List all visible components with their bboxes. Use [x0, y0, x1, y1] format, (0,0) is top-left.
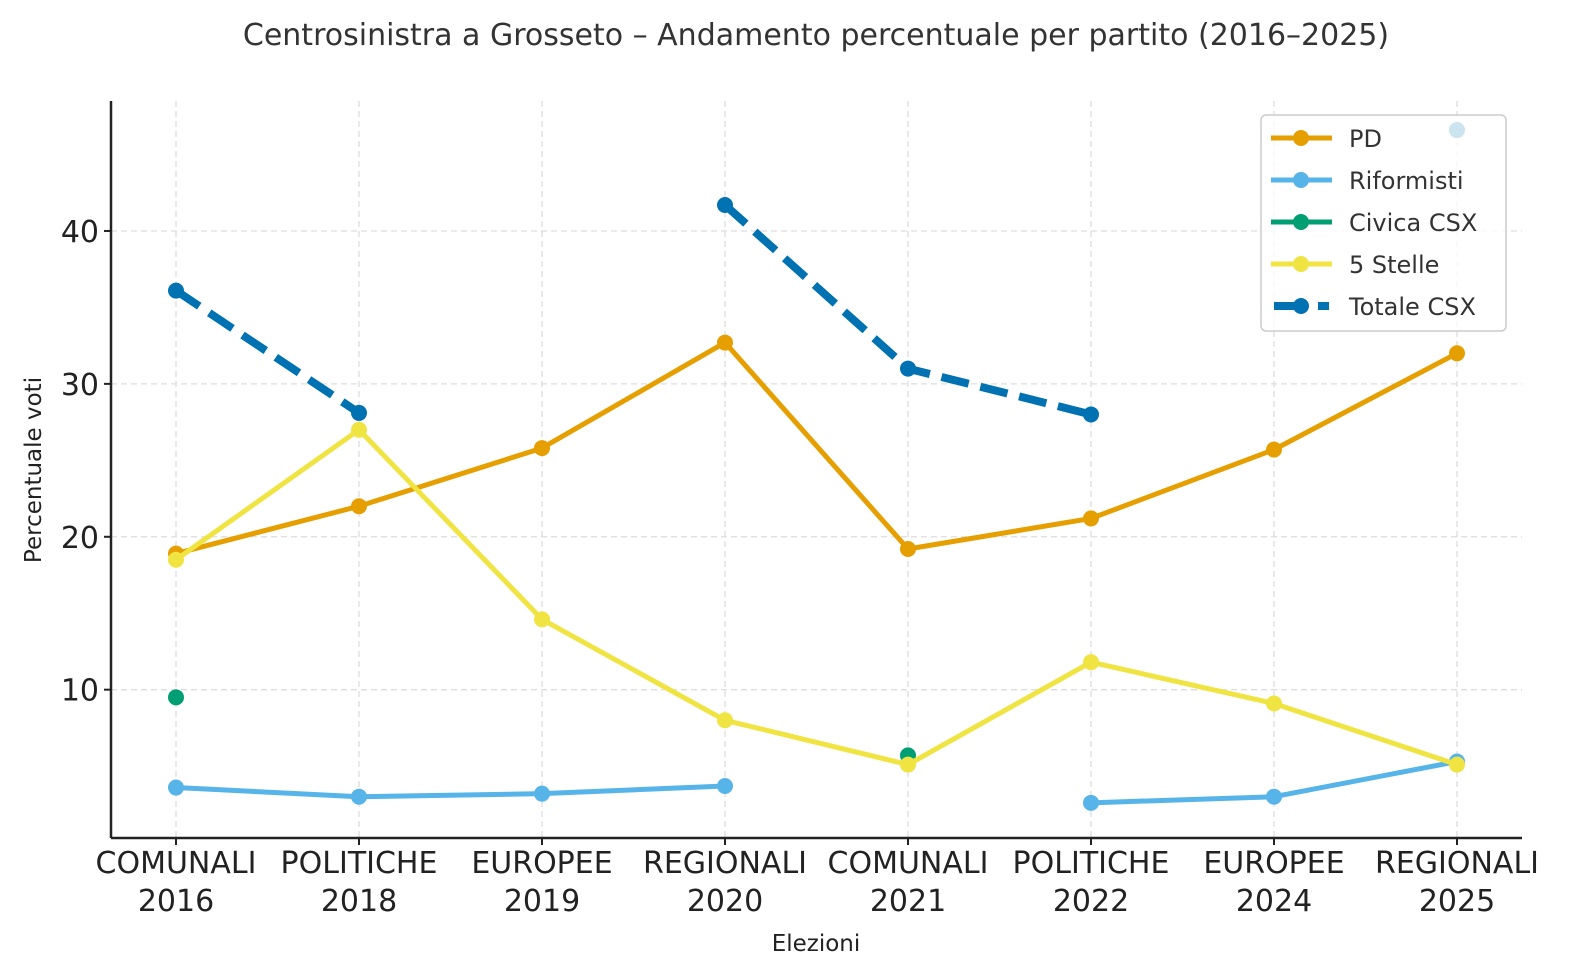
data-point — [717, 778, 733, 795]
x-tick-label: REGIONALI 2020 — [643, 846, 807, 919]
legend-marker — [1293, 172, 1309, 188]
x-axis-label: Elezioni — [772, 931, 861, 957]
x-ticks: COMUNALI 2016 POLITICHE 2018 EUROPEE 2019 REGI… — [96, 838, 1539, 919]
data-point — [1266, 788, 1282, 805]
data-point — [351, 404, 367, 421]
data-point — [1083, 510, 1099, 527]
legend-item: 5 Stelle — [1271, 251, 1439, 279]
data-point — [717, 196, 733, 213]
series-pd — [168, 334, 1465, 562]
series-5-stelle — [168, 421, 1465, 773]
data-point — [900, 360, 916, 377]
chart-title: Centrosinistra a Grosseto – Andamento pe… — [243, 18, 1389, 53]
y-tick-label: 30 — [61, 368, 99, 403]
data-point — [168, 689, 184, 706]
data-point — [900, 541, 916, 558]
x-tick-label: COMUNALI 2016 — [96, 846, 257, 919]
legend-label: Riformisti — [1349, 167, 1464, 195]
data-point — [1266, 441, 1282, 458]
x-tick-label: REGIONALI 2025 — [1375, 846, 1539, 919]
data-point — [900, 756, 916, 773]
axes — [109, 101, 1522, 840]
data-point — [1449, 345, 1465, 362]
data-point — [717, 334, 733, 351]
legend-label: Civica CSX — [1349, 209, 1477, 237]
y-tick-label: 40 — [61, 215, 99, 250]
series-layer — [168, 122, 1465, 811]
y-ticks: 10 20 30 40 — [61, 215, 111, 709]
legend-item: PD — [1271, 125, 1382, 153]
legend-label: Totale CSX — [1348, 293, 1476, 321]
y-tick-label: 20 — [61, 521, 99, 556]
data-point — [351, 788, 367, 805]
data-point — [534, 440, 550, 457]
y-axis-label: Percentuale voti — [21, 377, 47, 563]
legend-label: 5 Stelle — [1349, 251, 1439, 279]
data-point — [1266, 695, 1282, 712]
series-line — [175, 340, 1459, 557]
data-point — [351, 498, 367, 515]
data-point — [1083, 654, 1099, 671]
legend-item: Totale CSX — [1274, 293, 1476, 321]
legend-marker — [1293, 214, 1309, 230]
data-point — [168, 551, 184, 568]
data-point — [351, 421, 367, 438]
legend-marker — [1293, 130, 1309, 146]
legend-marker — [1293, 256, 1309, 272]
legend-item: Riformisti — [1271, 167, 1464, 195]
series-line — [175, 783, 726, 800]
data-point — [1449, 756, 1465, 773]
y-tick-label: 10 — [61, 674, 99, 709]
data-point — [168, 779, 184, 796]
x-tick-label: POLITICHE 2018 — [281, 846, 438, 919]
legend-label: PD — [1349, 125, 1382, 153]
series-line — [174, 427, 1458, 768]
data-point — [534, 611, 550, 628]
legend-box — [1260, 114, 1507, 332]
legend: PD Riformisti Civica CSX 5 Stelle Totale CSX — [1260, 114, 1507, 332]
data-point — [534, 785, 550, 802]
x-tick-label: EUROPEE 2019 — [471, 846, 612, 919]
series-line — [173, 287, 362, 417]
x-tick-label: COMUNALI 2021 — [828, 846, 989, 919]
data-point — [1083, 406, 1099, 423]
data-point — [1083, 794, 1099, 811]
data-point — [717, 712, 733, 729]
x-tick-label: POLITICHE 2022 — [1013, 846, 1170, 919]
legend-marker — [1293, 298, 1309, 314]
data-point — [168, 282, 184, 299]
x-tick-label: EUROPEE 2024 — [1203, 846, 1344, 919]
legend-item: Civica CSX — [1271, 209, 1477, 237]
grid — [111, 101, 1522, 838]
series-riformisti — [168, 753, 1465, 811]
